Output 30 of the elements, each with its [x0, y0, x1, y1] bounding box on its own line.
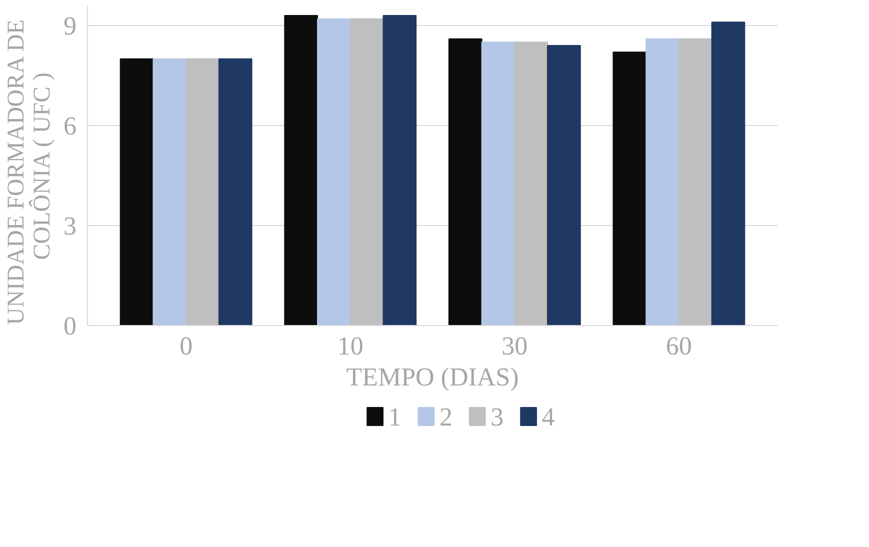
bar [612, 52, 647, 326]
x-tick-label: 10 [337, 332, 364, 360]
legend-label: 2 [439, 402, 452, 432]
bar [711, 22, 746, 326]
x-axis-title: TEMPO (DIAS) [346, 362, 519, 392]
bar [317, 18, 351, 326]
bar [218, 58, 252, 326]
y-tick-label: 3 [64, 212, 76, 240]
bar [284, 15, 318, 326]
bar [152, 58, 187, 326]
bar [350, 18, 384, 326]
y-tick-label: 9 [64, 12, 76, 40]
x-tick-label: 0 [180, 332, 193, 360]
bar [547, 45, 581, 326]
bar [481, 42, 516, 326]
y-tick-label: 6 [64, 112, 76, 140]
bar [646, 38, 680, 326]
bar [120, 58, 154, 326]
y-axis-title: UNIDADE FORMADORA DE COLÔNIA ( UFC ) [4, 19, 56, 325]
legend-label: 1 [388, 402, 402, 432]
bar [382, 15, 417, 326]
x-tick-label: 30 [502, 332, 528, 360]
legend-label: 4 [542, 402, 555, 432]
bar [186, 58, 220, 326]
bar [678, 38, 712, 326]
x-tick-label: 60 [666, 332, 692, 360]
bar [514, 42, 548, 326]
bar [448, 38, 482, 326]
y-tick-label: 0 [64, 312, 76, 340]
legend-label: 3 [490, 402, 504, 432]
